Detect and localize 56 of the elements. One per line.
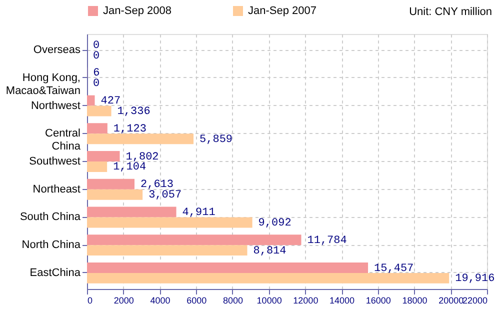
data-label: 0 [93,50,100,62]
legend-label: Jan-Sep 2008 [103,5,172,17]
y-tick-label: North China [22,239,82,252]
y-tick-label: Southwest [29,156,80,168]
data-label: 19,916 [455,273,495,286]
bar [87,106,112,116]
data-label: 4,911 [182,207,216,220]
bar [87,272,450,284]
data-label: 15,457 [374,262,414,275]
x-tick-label: 0 [88,296,93,306]
data-label: 1,123 [113,123,146,136]
data-label: 2,613 [140,179,174,192]
data-label: 0 [93,40,100,52]
data-label: 8,814 [253,245,287,258]
data-label: 1,104 [113,162,146,174]
x-tick-label: 12000 [293,296,318,306]
bar [87,123,108,134]
data-label: 427 [100,96,121,108]
data-label: 0 [93,78,100,90]
x-tick-label: 16000 [366,296,391,306]
bar [87,178,135,190]
y-tick-label: Northeast [32,183,80,196]
y-tick-label: EastChina [30,266,82,279]
x-tick-label: 2000 [114,296,134,306]
x-tick-label: 18000 [402,296,428,306]
legend-label: Jan-Sep 2007 [248,5,316,17]
x-tick-label: 14000 [330,296,355,306]
data-label: 1,336 [117,106,150,118]
data-label: 5,859 [200,134,233,146]
bar [87,95,95,106]
y-tick-label: Northwest [30,100,80,112]
bar [87,206,176,218]
data-label: 11,784 [307,234,348,247]
bar [87,162,108,172]
data-label: 3,057 [148,190,182,202]
x-tick-label: 22000 [462,296,488,306]
y-tick-label: Hong Kong, Macao&Taiwan [6,72,80,97]
y-tick-label: Central China [45,128,82,153]
bar [87,189,143,200]
x-tick-label: 4000 [150,296,170,306]
x-tick-label: 20000 [438,296,464,306]
bar [87,217,252,228]
bar [87,151,120,162]
y-tick-label: South China [20,211,82,224]
bar [87,234,302,246]
bar [87,262,368,273]
x-tick-label: 8000 [222,296,243,306]
data-label: 6 [93,68,100,80]
data-label: 1,802 [126,151,159,164]
bar [87,134,194,144]
text: Unit: CNY million [409,6,492,18]
data-label: 9,092 [258,217,292,230]
x-tick-label: 10000 [256,296,282,306]
x-tick-label: 6000 [186,296,207,306]
y-tick-label: Overseas [33,44,81,56]
bar [87,245,248,256]
